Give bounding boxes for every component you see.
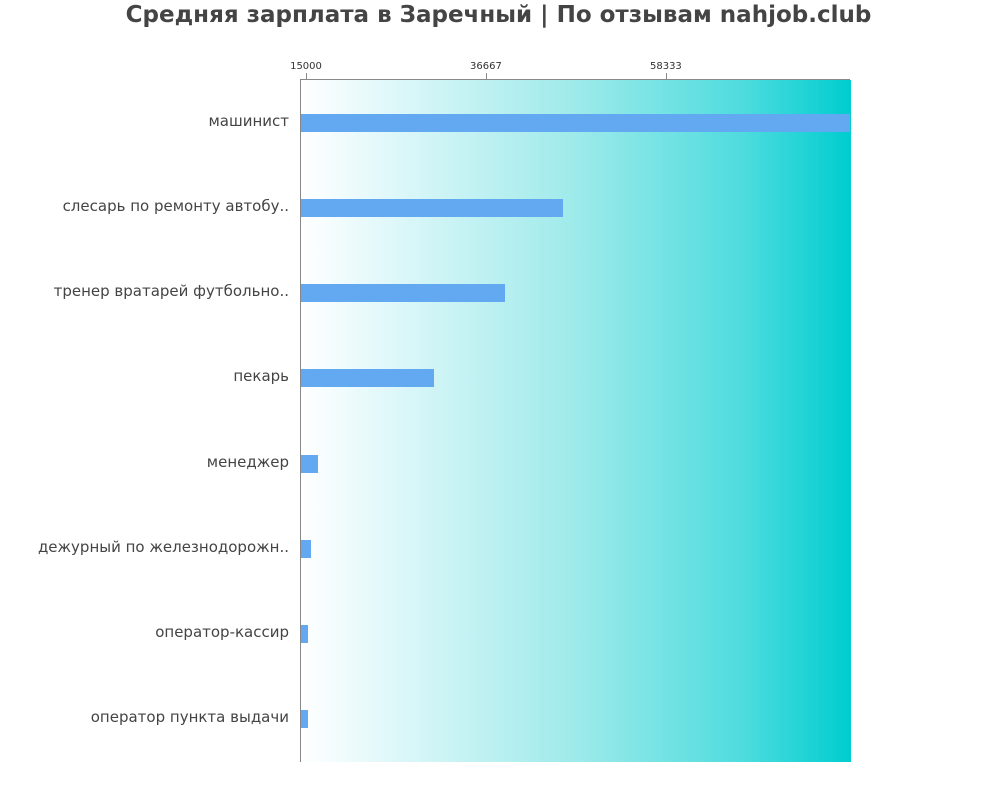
- x-tick: [665, 73, 667, 79]
- category-label: пекарь: [233, 367, 289, 386]
- category-label: слесарь по ремонту автобу..: [62, 196, 289, 215]
- category-label: дежурный по железнодорожн..: [37, 537, 289, 556]
- x-tick: [305, 73, 307, 79]
- bar[interactable]: [301, 369, 434, 388]
- bar[interactable]: [301, 113, 850, 132]
- chart-title: Средняя зарплата в Заречный | По отзывам…: [125, 2, 872, 28]
- bar[interactable]: [301, 454, 319, 473]
- x-tick: [485, 73, 487, 79]
- x-axis-line: [300, 79, 850, 80]
- category-label: менеджер: [206, 452, 289, 471]
- bar[interactable]: [301, 198, 564, 217]
- category-label: машинист: [208, 111, 289, 130]
- category-label: оператор пункта выдачи: [90, 708, 289, 727]
- plot-area: [300, 80, 851, 762]
- category-label: тренер вратарей футбольно..: [53, 282, 289, 301]
- category-label: оператор-кассир: [155, 623, 289, 642]
- bar[interactable]: [301, 284, 506, 303]
- x-tick-label: 36667: [470, 61, 502, 72]
- bar[interactable]: [301, 710, 309, 729]
- bar[interactable]: [301, 625, 309, 644]
- x-tick-label: 15000: [290, 61, 322, 72]
- bar[interactable]: [301, 539, 311, 558]
- x-tick-label: 58333: [649, 61, 682, 72]
